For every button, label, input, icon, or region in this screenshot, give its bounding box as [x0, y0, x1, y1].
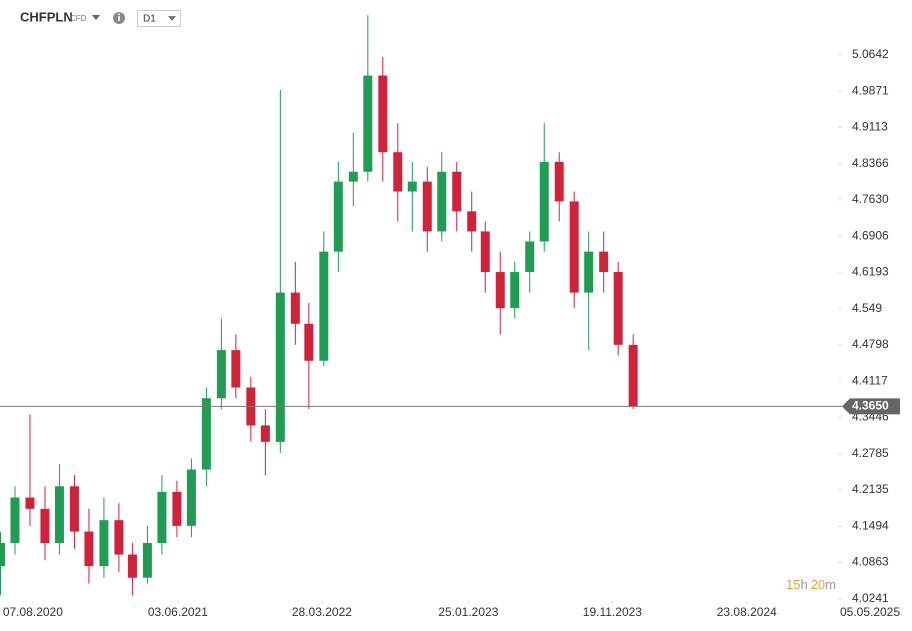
candle-body: [114, 520, 124, 555]
candle-body: [467, 211, 477, 232]
interval-select[interactable]: [137, 10, 181, 27]
candle-body: [319, 251, 329, 361]
candle-body: [275, 292, 285, 442]
x-tick-label: 07.08.2020: [3, 605, 63, 619]
y-tick-label: 4.4798: [852, 337, 889, 351]
y-tick-label: 5.0642: [852, 47, 889, 61]
candle-body: [69, 486, 79, 532]
countdown-hours-unit: h: [800, 577, 807, 592]
candle-body: [407, 181, 417, 192]
y-tick-label: 4.6193: [852, 265, 889, 279]
countdown-minutes-unit: m: [825, 577, 836, 592]
x-tick-label: 19.11.2023: [583, 605, 642, 619]
candle-body: [393, 152, 403, 192]
candle-body: [378, 75, 388, 153]
y-tick-label: 4.9871: [852, 83, 889, 97]
x-tick-label: 23.08.2024: [717, 605, 777, 619]
candle-body: [40, 508, 50, 544]
candle-body: [186, 469, 196, 526]
candle-body: [480, 231, 490, 273]
x-tick-label: 25.01.2023: [438, 605, 498, 619]
candle-body: [157, 491, 167, 544]
candle-body: [290, 292, 300, 324]
candle-body: [260, 425, 270, 442]
x-tick-label: 28.03.2022: [292, 605, 352, 619]
interval-arrow: [168, 16, 176, 21]
y-tick-label: 4.8366: [852, 156, 889, 170]
y-tick-label: 4.549: [852, 301, 882, 315]
candle-body: [99, 520, 109, 567]
candle-body: [10, 497, 20, 544]
candle-body: [613, 272, 623, 345]
y-tick-label: 4.4117: [852, 373, 888, 387]
candle-body: [142, 543, 152, 578]
candle-body: [452, 171, 462, 212]
candle-body: [216, 350, 226, 399]
candle-body: [54, 486, 64, 544]
candle-body: [25, 497, 35, 509]
candle-body: [84, 531, 94, 567]
y-tick-label: 4.2785: [852, 446, 889, 460]
candle-body: [510, 272, 520, 309]
candle-body: [569, 201, 579, 293]
candle-body: [0, 543, 5, 567]
interval-label: D1: [143, 14, 156, 25]
instrument-type: CFD: [70, 14, 87, 23]
candle-body: [348, 171, 358, 182]
candle-body: [525, 241, 535, 273]
countdown-minutes: 20: [811, 577, 825, 592]
candle-body: [304, 323, 314, 361]
candle-body: [495, 272, 505, 309]
x-tick-label: 03.06.2021: [148, 605, 208, 619]
current-price-label: 4.3650: [852, 399, 889, 413]
countdown: 15h 20m: [786, 577, 836, 592]
y-tick-label: 4.2135: [852, 482, 889, 496]
candle-body: [422, 181, 432, 232]
candle-body: [333, 181, 343, 252]
candle-body: [628, 344, 638, 407]
candle-body: [363, 75, 373, 172]
y-tick-label: 4.0863: [852, 555, 889, 569]
info-icon-dot: [118, 13, 120, 16]
candle-body: [231, 350, 241, 388]
candle-body: [554, 161, 564, 202]
candle-body: [437, 171, 447, 232]
info-icon-line: [118, 16, 120, 21]
current-price-tag: [842, 398, 900, 415]
x-tick-label: 05.05.2025: [840, 605, 900, 619]
symbol[interactable]: CHFPLN: [20, 9, 73, 24]
y-tick-label: 4.7630: [852, 192, 889, 206]
candle-body: [599, 251, 609, 273]
symbol-dropdown-arrow[interactable]: [92, 15, 100, 20]
y-tick-label: 4.9113: [852, 120, 888, 134]
candle-body: [584, 251, 594, 293]
countdown-hours: 15: [786, 577, 800, 592]
y-tick-label: 4.6906: [852, 228, 889, 242]
y-tick-label: 4.0241: [852, 591, 889, 605]
candle-body: [172, 491, 182, 526]
candle-body: [539, 161, 549, 242]
candle-body: [127, 554, 137, 578]
y-tick-label: 4.1494: [852, 518, 889, 532]
candle-body: [201, 398, 211, 470]
